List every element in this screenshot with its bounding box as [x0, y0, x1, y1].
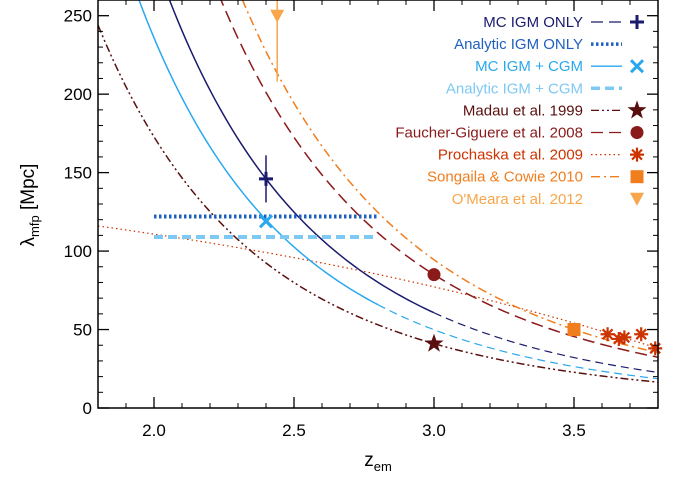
- point-7-0: [567, 323, 581, 337]
- legend-label-1: Analytic IGM ONLY: [454, 36, 583, 53]
- point-5-0: [427, 268, 441, 282]
- y-axis-label: λmfp [Mpc]: [18, 164, 42, 247]
- curve-4-main: [98, 24, 658, 383]
- prochaska-dotted-line: [98, 225, 658, 349]
- point-0-0: [259, 171, 273, 186]
- legend-label-7: Songaila & Cowie 2010: [427, 169, 583, 186]
- curve-2-main: [138, 0, 379, 306]
- point-2-0: [258, 214, 274, 229]
- legend-marker-8: [630, 192, 644, 206]
- y-tick-label-4: 200: [64, 85, 92, 104]
- legend-label-8: O'Meara et al. 2012: [452, 191, 583, 208]
- curve-0-extension: [433, 312, 658, 374]
- y-tick-label-2: 100: [64, 242, 92, 261]
- x-tick-label-1: 2.5: [282, 421, 306, 440]
- point-4-0: [424, 333, 444, 352]
- legend-label-2: MC IGM + CGM: [475, 58, 583, 75]
- y-tick-label-1: 50: [73, 321, 92, 340]
- curve-5-main: [220, 0, 658, 358]
- legend-marker-5: [630, 126, 644, 139]
- point-6-3: [634, 327, 649, 342]
- point-8-0: [270, 9, 285, 23]
- legend-marker-2: [629, 59, 645, 74]
- y-tick-label-0: 0: [83, 399, 92, 418]
- point-6-1: [611, 331, 626, 346]
- legend-marker-7: [630, 170, 644, 184]
- legend-label-3: Analytic IGM + CGM: [446, 80, 583, 97]
- axis-ticks: 2.0 2.5 3.0 3.5 0 50 100 150 200 250: [64, 0, 658, 440]
- y-tick-label-5: 250: [64, 7, 92, 26]
- x-tick-label-0: 2.0: [142, 421, 166, 440]
- point-6-0: [600, 327, 615, 342]
- y-tick-label-3: 150: [64, 164, 92, 183]
- legend-marker-0: [630, 15, 644, 29]
- point-6-2: [617, 330, 632, 345]
- legend-marker-6: [630, 147, 644, 162]
- legend-marker-4: [627, 100, 647, 119]
- x-axis-label: zem: [364, 450, 392, 474]
- legend: MC IGM ONLY Analytic IGM ONLY MC IGM + CGM…: [395, 14, 647, 208]
- curve-2-extension: [377, 304, 658, 380]
- legend-label-4: Madau et al. 1999: [463, 102, 583, 119]
- legend-label-5: Faucher-Giguere et al. 2008: [395, 125, 583, 142]
- x-tick-label-3: 3.5: [562, 421, 586, 440]
- legend-label-6: Prochaska et al. 2009: [438, 147, 583, 164]
- x-tick-label-2: 3.0: [422, 421, 446, 440]
- point-6-4: [648, 341, 663, 356]
- legend-label-0: MC IGM ONLY: [483, 14, 583, 31]
- curve-7-main: [241, 0, 658, 354]
